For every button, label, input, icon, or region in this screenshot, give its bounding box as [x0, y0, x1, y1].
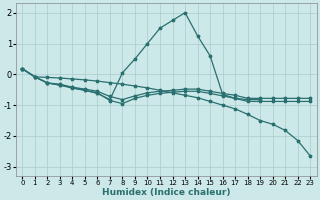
X-axis label: Humidex (Indice chaleur): Humidex (Indice chaleur) [102, 188, 230, 197]
